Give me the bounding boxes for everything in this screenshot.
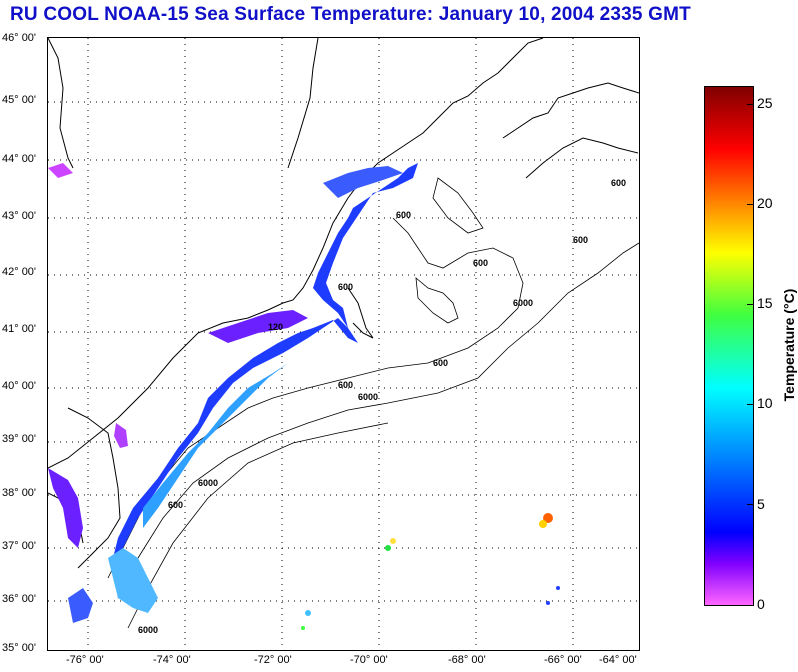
colorbar-tick: 5 xyxy=(757,496,765,512)
lat-label: 36° 00' xyxy=(2,593,37,605)
contour-label: 600 xyxy=(573,235,588,245)
lat-label: 44° 00' xyxy=(2,153,37,165)
lat-label: 42° 00' xyxy=(2,266,37,278)
lat-label: 37° 00' xyxy=(2,540,37,552)
colorbar-tickmark xyxy=(747,404,753,405)
map-title: RU COOL NOAA-15 Sea Surface Temperature:… xyxy=(10,4,691,25)
lat-label: 38° 00' xyxy=(2,487,37,499)
colorbar-tick: 25 xyxy=(757,95,773,111)
colorbar-tick: 10 xyxy=(757,395,773,411)
map-svg: 120 600 600 600 600 600 6000 6000 6000 6… xyxy=(48,38,639,650)
contour-label: 6000 xyxy=(513,298,533,308)
contour-label: 600 xyxy=(433,358,448,368)
lat-label: 40° 00' xyxy=(2,380,37,392)
contour-label: 6000 xyxy=(358,392,378,402)
contour-label: 6000 xyxy=(198,478,218,488)
lon-label: -66° 00' xyxy=(544,654,582,666)
colorbar-tickmark xyxy=(747,104,753,105)
lat-label: 39° 00' xyxy=(2,433,37,445)
colorbar-tickmark xyxy=(747,504,753,505)
lon-label: -64° 00' xyxy=(599,654,637,666)
lon-label: -76° 00' xyxy=(66,654,104,666)
contour-label: 6000 xyxy=(138,625,158,635)
contour-label: 600 xyxy=(338,380,353,390)
contour-label: 600 xyxy=(611,178,626,188)
lon-label: -74° 00' xyxy=(153,654,191,666)
lat-label: 35° 00' xyxy=(2,642,37,654)
lat-label: 43° 00' xyxy=(2,210,37,222)
colorbar-label: Temperature (°C) xyxy=(781,288,797,402)
lon-label: -68° 00' xyxy=(448,654,486,666)
colorbar-tick: 15 xyxy=(757,295,773,311)
contour-labels: 120 600 600 600 600 600 6000 6000 6000 6… xyxy=(138,178,626,635)
graticule xyxy=(48,38,639,650)
lat-label: 41° 00' xyxy=(2,323,37,335)
temperature-colorbar xyxy=(704,86,754,606)
colorbar-tick: 0 xyxy=(757,596,765,612)
sst-map: 120 600 600 600 600 600 6000 6000 6000 6… xyxy=(47,37,640,651)
lat-label: 46° 00' xyxy=(2,32,37,44)
lon-label: -70° 00' xyxy=(350,654,388,666)
contour-label: 600 xyxy=(473,258,488,268)
sst-coverage xyxy=(48,163,560,630)
coastline xyxy=(48,38,639,569)
colorbar-tickmark xyxy=(747,204,753,205)
contour-label: 600 xyxy=(396,210,411,220)
colorbar-tickmark xyxy=(747,304,753,305)
lon-label: -72° 00' xyxy=(254,654,292,666)
contour-label: 600 xyxy=(168,500,183,510)
colorbar-tick: 20 xyxy=(757,195,773,211)
contour-label: 120 xyxy=(268,322,283,332)
contour-label: 600 xyxy=(338,282,353,292)
lat-label: 45° 00' xyxy=(2,94,37,106)
bathymetry-contours xyxy=(107,177,639,629)
